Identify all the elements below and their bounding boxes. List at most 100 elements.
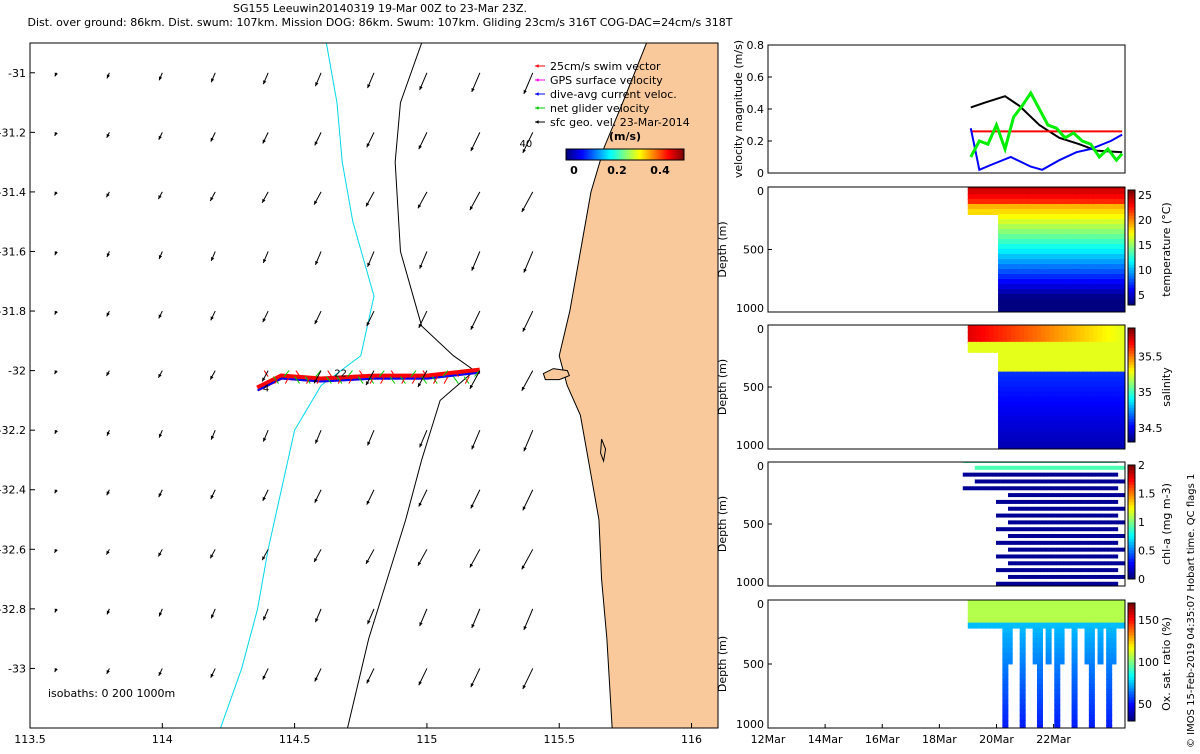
current-vector-head: [523, 268, 527, 273]
depth-ylabel: Depth (m): [716, 496, 729, 552]
profile-sample: [1006, 279, 1013, 285]
profile-sample: [1119, 189, 1125, 195]
profile-sample: [1085, 561, 1090, 566]
map-colorbar-cell: [630, 149, 634, 160]
profile-sample: [1052, 574, 1057, 579]
profile-sample: [1028, 264, 1035, 270]
profile-sample: [1015, 189, 1022, 195]
profile-sample: [1044, 479, 1049, 484]
profile-sample: [1075, 219, 1082, 225]
profile-sample: [1101, 289, 1108, 295]
profile-sample: [1062, 209, 1069, 215]
profile-sample: [1106, 658, 1113, 665]
profile-sample: [1054, 673, 1061, 680]
profile-sample: [1084, 351, 1091, 358]
profile-sample: [1097, 622, 1104, 629]
profile-sample: [1028, 214, 1035, 220]
depth-colorbar-frame: [1127, 189, 1136, 306]
map-colorbar-cell: [575, 149, 579, 160]
profile-sample: [1041, 299, 1048, 305]
profile-sample: [1097, 391, 1104, 398]
profile-sample: [1114, 622, 1121, 629]
profile-sample: [1011, 284, 1018, 290]
profile-sample: [1106, 361, 1113, 368]
profile-sample: [1075, 617, 1082, 624]
profile-sample: [1107, 493, 1112, 498]
profile-sample: [1028, 299, 1035, 305]
current-vector-head: [210, 137, 214, 142]
profile-sample: [1047, 499, 1052, 504]
profile-sample: [1071, 234, 1078, 240]
profile-sample: [1122, 574, 1125, 579]
profile-sample: [1091, 486, 1096, 491]
profile-sample: [1040, 499, 1045, 504]
profile-sample: [967, 622, 974, 629]
profile-sample: [1103, 540, 1108, 545]
profile-sample: [1088, 219, 1095, 225]
profile-sample: [1019, 401, 1026, 408]
map-xtick-label: 113.5: [14, 733, 46, 746]
profile-sample: [1062, 279, 1069, 285]
profile-sample: [1067, 304, 1074, 310]
profile-sample: [1019, 204, 1026, 210]
profile-sample: [1015, 411, 1022, 418]
profile-sample: [1106, 637, 1113, 644]
profile-sample: [1041, 331, 1048, 338]
profile-sample: [1019, 574, 1024, 579]
profile-sample: [1110, 426, 1117, 433]
profile-sample: [1067, 520, 1072, 525]
current-vector-head: [211, 256, 215, 261]
profile-sample: [998, 279, 1005, 285]
profile-sample: [1058, 194, 1065, 200]
profile-sample: [1062, 426, 1069, 433]
profile-sample: [1106, 406, 1113, 413]
profile-sample: [1101, 214, 1108, 220]
profile-sample: [1054, 194, 1061, 200]
profile-sample: [1100, 465, 1105, 470]
depth-ytick-label: 0: [757, 185, 764, 198]
profile-sample: [1002, 346, 1009, 353]
profile-sample: [1084, 581, 1089, 586]
legend-label: GPS surface velocity: [550, 74, 663, 87]
profile-sample: [1054, 361, 1061, 368]
profile-sample: [1075, 421, 1082, 428]
profile-sample: [1029, 568, 1034, 573]
depth-colorbar-cell: [1128, 691, 1135, 695]
profile-sample: [1030, 493, 1035, 498]
profile-sample: [1002, 431, 1009, 438]
profile-sample: [1088, 668, 1095, 675]
profile-sample: [1054, 341, 1061, 348]
profile-sample: [1093, 269, 1100, 275]
profile-sample: [1019, 465, 1024, 470]
profile-sample: [1054, 229, 1061, 235]
profile-sample: [1106, 648, 1113, 655]
depth-colorbar-cell: [1128, 284, 1135, 289]
profile-sample: [1067, 371, 1074, 378]
profile-sample: [1033, 534, 1038, 539]
profile-sample: [1030, 534, 1035, 539]
profile-sample: [1080, 554, 1085, 559]
depth-colorbar-cell: [1128, 192, 1135, 197]
map-colorbar-cell: [662, 149, 665, 160]
profile-sample: [1088, 602, 1095, 609]
profile-sample: [1036, 244, 1043, 250]
profile-sample: [1006, 386, 1013, 393]
profile-sample: [1106, 229, 1113, 235]
profile-sample: [1029, 486, 1034, 491]
current-vector-head: [106, 610, 111, 615]
current-vector-head: [314, 200, 318, 205]
profile-sample: [1030, 574, 1035, 579]
profile-sample: [1032, 421, 1039, 428]
profile-sample: [1002, 426, 1009, 433]
profile-sample: [1058, 411, 1065, 418]
profile-sample: [1058, 658, 1065, 665]
profile-sample: [1049, 199, 1056, 205]
profile-sample: [1062, 607, 1069, 614]
profile-sample: [1097, 632, 1104, 639]
profile-sample: [1078, 574, 1083, 579]
profile-sample: [1063, 465, 1068, 470]
profile-sample: [996, 479, 1001, 484]
current-vector-head: [54, 548, 58, 553]
profile-sample: [1092, 506, 1097, 511]
profile-sample: [1015, 326, 1022, 333]
